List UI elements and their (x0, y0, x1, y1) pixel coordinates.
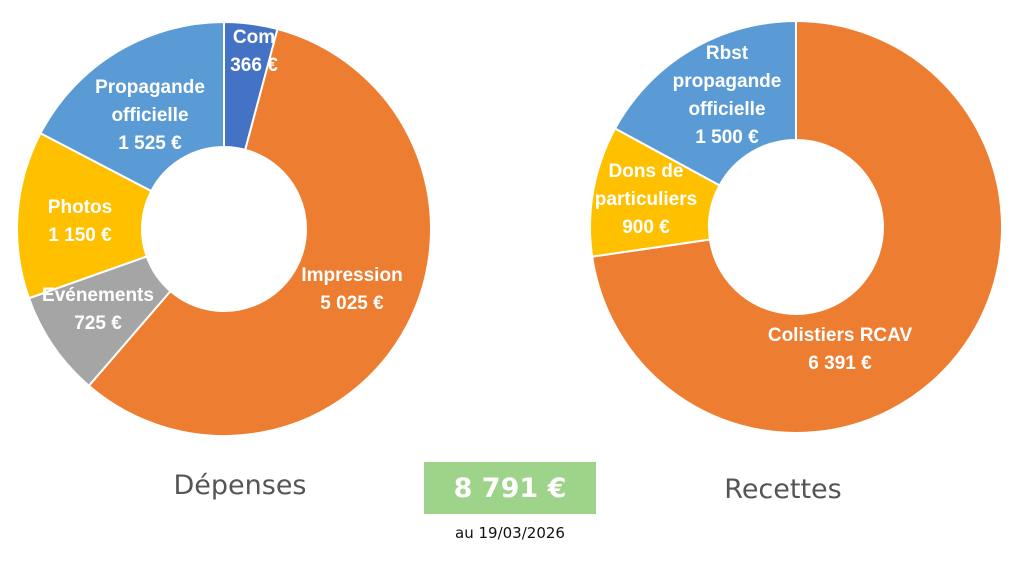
depenses-slice-1-label-line-1: 5 025 € (320, 293, 384, 314)
recettes-slice-1-label-line-0: Dons de (609, 161, 684, 182)
recettes-slice-2-label-line-0: Rbst (706, 43, 749, 64)
total-badge: 8 791 € (424, 462, 596, 514)
depenses-slice-4 (39, 20, 225, 193)
recettes-slice-1-label-line-2: 900 € (622, 217, 670, 238)
depenses-title: Dépenses (173, 470, 307, 501)
depenses-slice-1-label-line-0: Impression (301, 265, 402, 286)
depenses-slice-1 (87, 27, 432, 437)
recettes-slice-0-label-line-1: 6 391 € (808, 353, 872, 374)
recettes-slice-0-label-line-0: Colistiers RCAV (768, 325, 913, 346)
date-label: au 19/03/2026 (455, 524, 565, 542)
recettes-slice-0 (591, 19, 1003, 434)
recettes-slice-2-label-line-2: officielle (688, 99, 765, 120)
recettes-slice-2-label-line-1: propagande (673, 71, 782, 92)
depenses-slice-0-label-line-1: 366 € (230, 55, 278, 76)
recettes-slice-2-label-line-3: 1 500 € (695, 127, 759, 148)
depenses-slice-2-label-line-1: 725 € (74, 313, 122, 334)
depenses-slice-4-label-line-0: Propagande (95, 77, 205, 98)
recettes-title: Recettes (724, 474, 842, 505)
depenses-slice-4-label-line-2: 1 525 € (118, 133, 182, 154)
depenses-slice-3-label-line-1: 1 150 € (48, 225, 112, 246)
depenses-slice-4-label-line-1: officielle (111, 105, 188, 126)
depenses-slice-0-label-line-0: Com (233, 27, 275, 48)
depenses-slice-2-label-line-0: Evénements (42, 285, 154, 306)
recettes-slice-1-label-line-1: particuliers (595, 189, 697, 210)
recettes-slice-2 (613, 19, 797, 187)
depenses-slice-3-label-line-0: Photos (48, 197, 112, 218)
